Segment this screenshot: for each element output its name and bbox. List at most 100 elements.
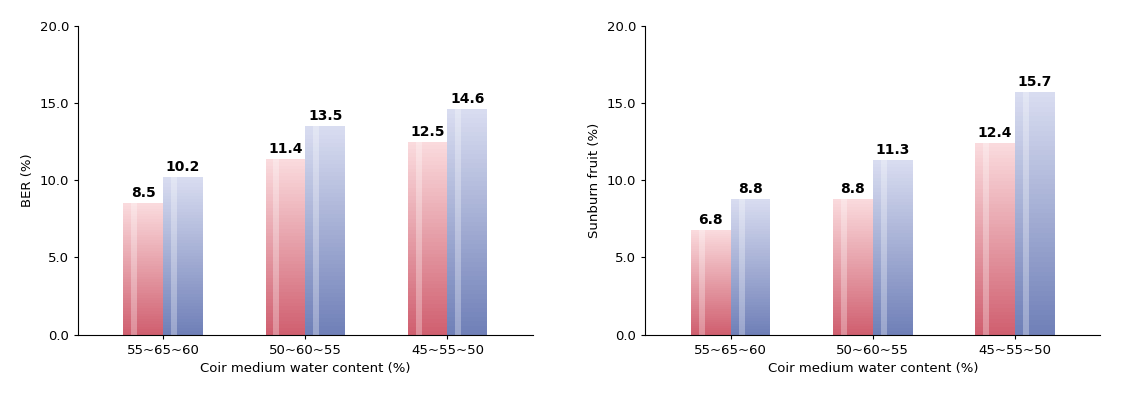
Bar xyxy=(698,320,705,322)
Bar xyxy=(739,256,744,259)
Bar xyxy=(313,305,319,310)
Bar xyxy=(164,209,203,212)
Bar xyxy=(698,270,705,272)
Bar xyxy=(841,209,846,212)
Bar xyxy=(691,322,731,324)
Bar xyxy=(408,176,447,180)
Bar xyxy=(739,207,744,209)
Bar xyxy=(873,317,912,321)
Bar xyxy=(731,202,770,204)
Bar xyxy=(305,176,345,180)
Bar xyxy=(691,314,731,316)
Bar xyxy=(164,268,203,272)
Bar xyxy=(313,276,319,280)
Bar xyxy=(416,284,421,288)
Bar xyxy=(172,309,177,312)
Bar xyxy=(164,275,203,278)
Bar xyxy=(698,261,705,263)
Bar xyxy=(305,301,345,305)
Bar xyxy=(131,264,138,267)
Bar xyxy=(447,208,488,213)
Bar xyxy=(1022,272,1029,276)
Bar xyxy=(416,327,421,331)
Bar xyxy=(266,240,305,243)
Text: 13.5: 13.5 xyxy=(308,109,342,123)
Bar xyxy=(274,162,279,166)
Bar xyxy=(305,268,345,272)
Bar xyxy=(408,173,447,176)
Bar xyxy=(416,304,421,308)
Bar xyxy=(266,162,305,166)
Bar xyxy=(739,237,744,240)
Bar xyxy=(408,142,447,145)
Bar xyxy=(833,326,873,329)
Bar xyxy=(266,201,305,204)
Bar xyxy=(313,164,319,168)
Bar xyxy=(313,197,319,201)
Bar xyxy=(408,242,447,246)
Bar xyxy=(833,245,873,248)
Bar xyxy=(164,306,203,309)
Bar xyxy=(1015,238,1055,242)
Bar xyxy=(172,218,177,221)
Bar xyxy=(873,268,912,272)
Bar xyxy=(833,240,873,242)
Bar xyxy=(123,209,164,211)
Bar xyxy=(1015,291,1055,296)
Bar xyxy=(455,244,462,249)
Bar xyxy=(1022,276,1029,281)
Bar xyxy=(416,176,421,180)
Bar xyxy=(1022,248,1029,252)
Bar xyxy=(739,253,744,256)
Bar xyxy=(164,230,203,234)
Bar xyxy=(408,265,447,269)
Text: 8.8: 8.8 xyxy=(841,182,865,196)
Bar xyxy=(873,185,912,188)
Bar xyxy=(447,199,488,204)
Bar xyxy=(975,327,1015,331)
Bar xyxy=(164,237,203,240)
Bar xyxy=(975,193,1015,197)
Bar xyxy=(698,312,705,314)
Bar xyxy=(983,189,989,193)
Bar xyxy=(1015,276,1055,281)
Bar xyxy=(841,261,846,264)
Bar xyxy=(455,276,462,280)
Bar xyxy=(833,299,873,302)
Bar xyxy=(416,292,421,296)
Bar xyxy=(305,168,345,172)
Bar xyxy=(172,331,177,335)
Bar xyxy=(131,316,138,319)
Bar xyxy=(691,303,731,305)
Bar xyxy=(1022,141,1029,146)
Bar xyxy=(1022,281,1029,286)
Bar xyxy=(416,311,421,315)
Bar xyxy=(123,322,164,324)
Bar xyxy=(313,218,319,222)
Bar xyxy=(123,285,164,287)
Bar xyxy=(455,168,462,172)
Bar xyxy=(447,118,488,123)
Bar xyxy=(691,324,731,326)
Bar xyxy=(274,222,279,225)
Bar xyxy=(313,289,319,293)
Bar xyxy=(841,316,846,318)
Bar xyxy=(408,200,447,204)
Bar xyxy=(266,299,305,303)
Bar xyxy=(455,330,462,335)
Bar xyxy=(698,284,705,286)
Bar xyxy=(698,307,705,309)
Bar xyxy=(164,243,203,246)
Bar xyxy=(691,274,731,276)
Bar xyxy=(731,264,770,267)
Bar xyxy=(691,278,731,280)
Bar xyxy=(313,280,319,285)
Bar xyxy=(131,282,138,285)
Bar xyxy=(131,230,138,232)
Bar xyxy=(698,272,705,274)
Bar xyxy=(172,206,177,209)
Bar xyxy=(305,322,345,326)
Bar xyxy=(841,269,846,272)
Bar xyxy=(274,331,279,335)
Bar xyxy=(416,319,421,323)
